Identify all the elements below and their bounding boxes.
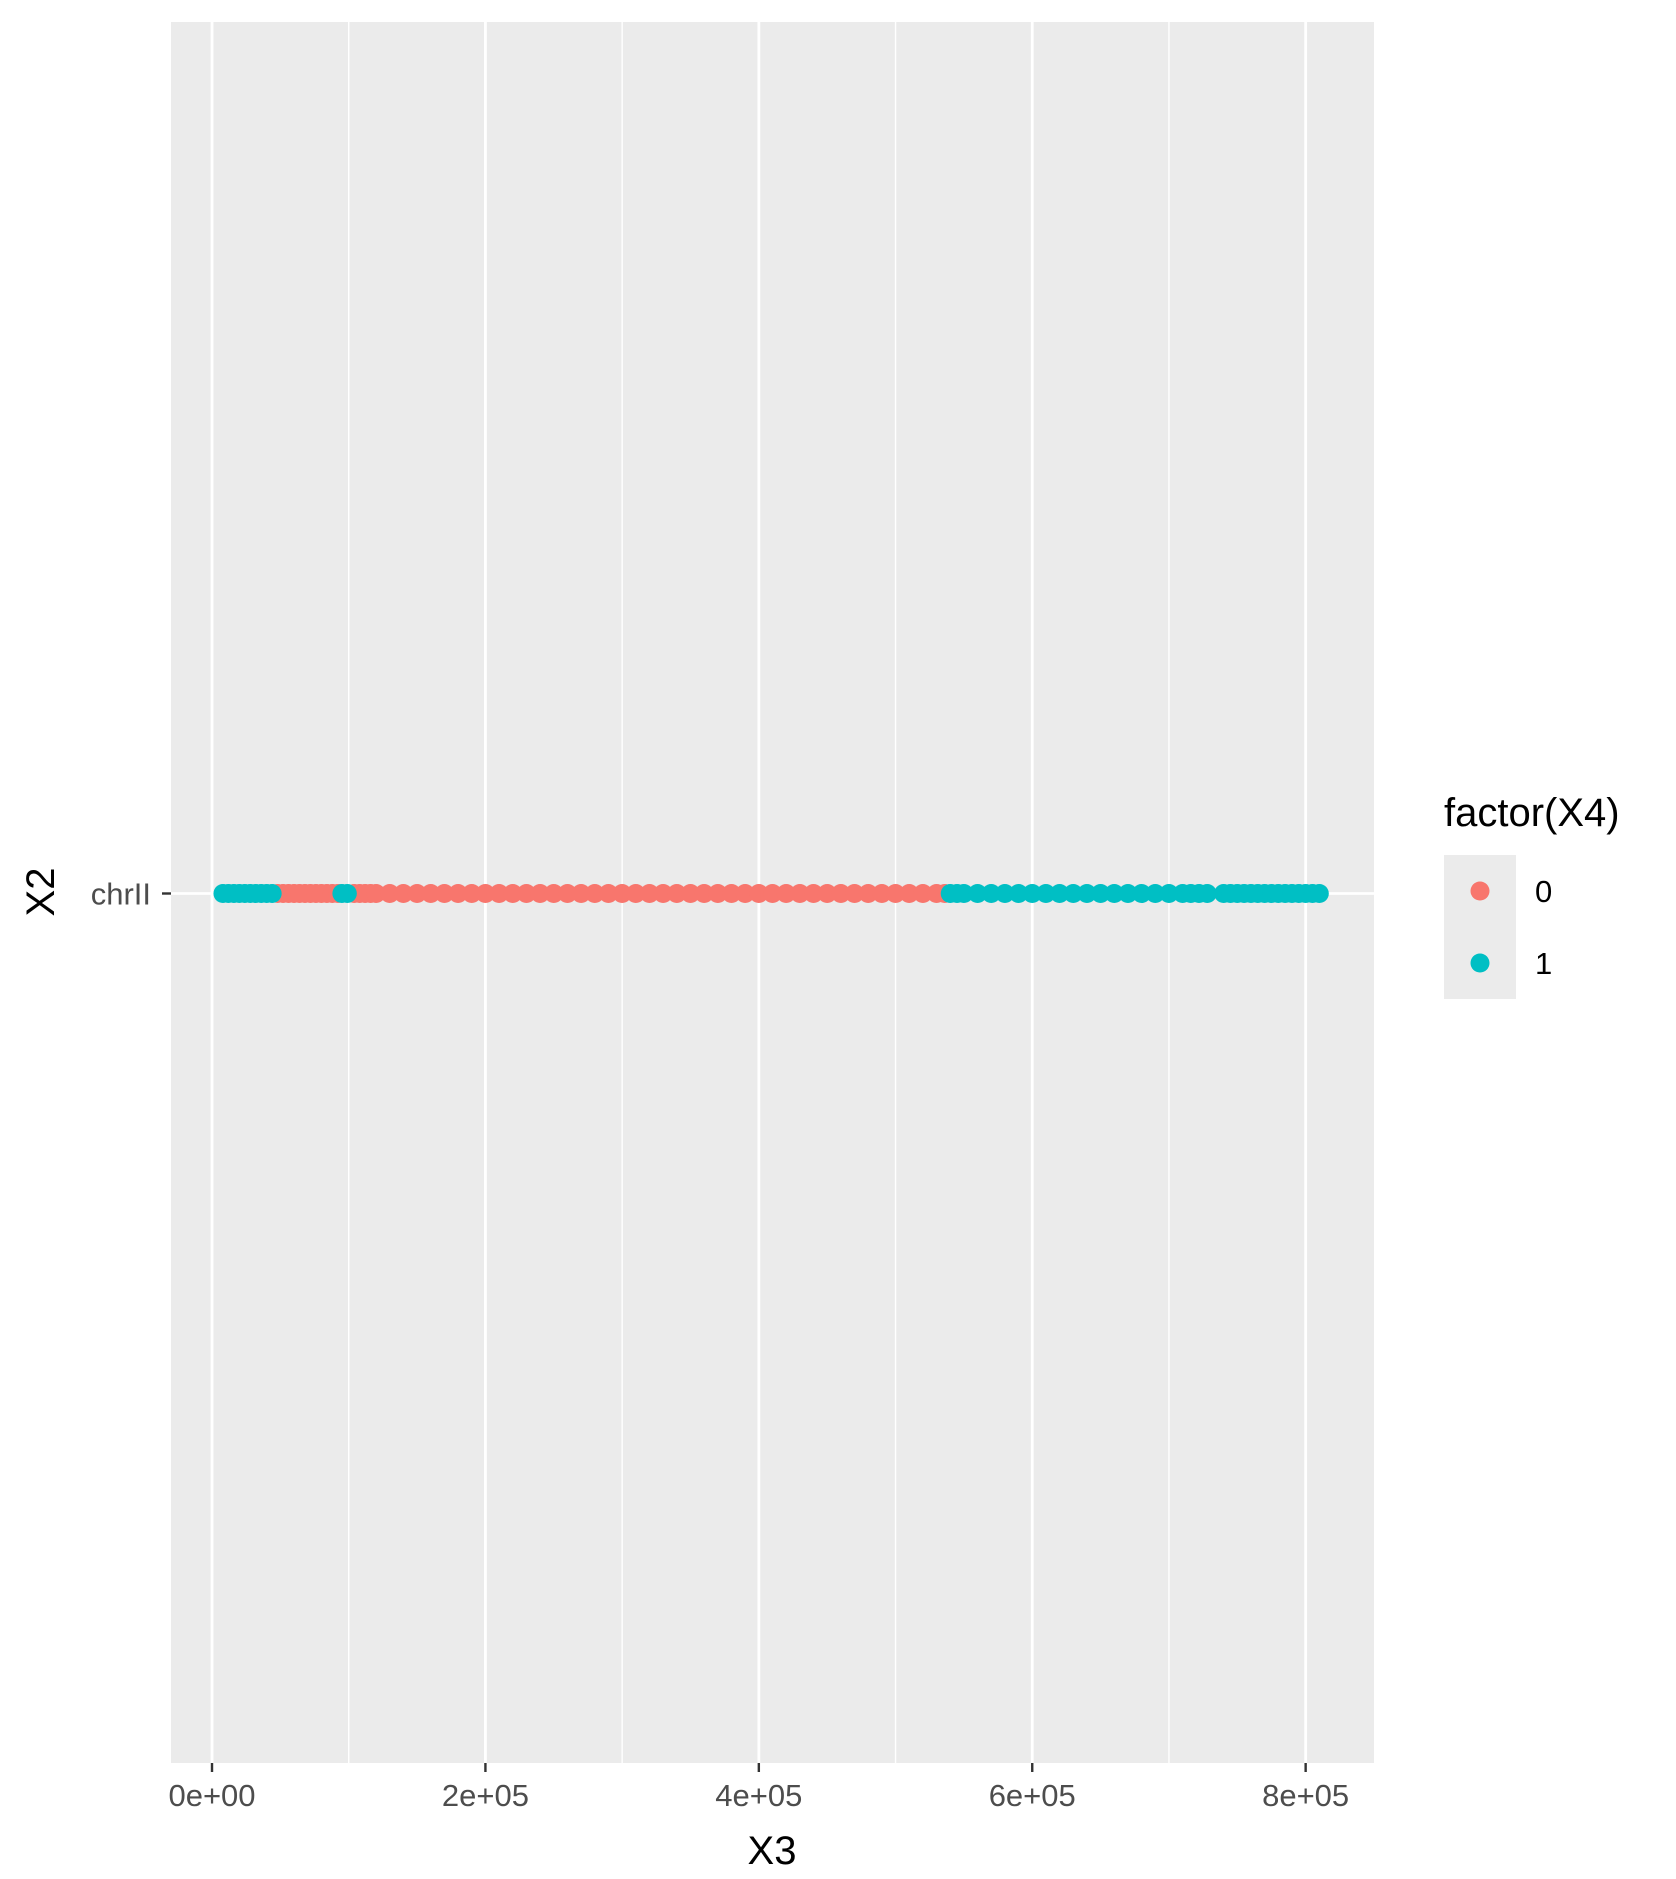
data-point-1 [1050,884,1070,903]
data-point-0 [721,884,741,903]
data-points [213,884,1329,903]
data-point-0 [749,884,769,903]
data-point-0 [763,884,782,903]
x-axis: 0e+00 2e+05 4e+05 6e+05 8e+05 [168,1763,1349,1813]
y-tick-label: chrII [91,877,151,912]
data-point-0 [380,884,400,903]
data-point-1 [1132,884,1152,903]
data-point-0 [503,884,523,903]
data-point-1 [1036,884,1056,903]
data-point-0 [366,884,386,903]
data-point-1 [1009,884,1029,903]
data-point-0 [886,884,906,903]
data-point-0 [557,884,577,903]
data-point-0 [462,884,482,903]
y-axis-title: X2 [19,868,63,917]
x-tick-label: 8e+05 [1262,1778,1349,1813]
x-axis-title: X3 [748,1829,797,1873]
data-point-0 [735,884,755,903]
data-point-0 [804,884,824,903]
data-point-0 [585,884,605,903]
data-point-1 [1159,884,1179,903]
data-point-0 [626,884,646,903]
data-point-1 [981,884,1001,903]
data-point-0 [817,884,837,903]
legend-title: factor(X4) [1444,791,1620,835]
data-point-0 [516,884,536,903]
data-point-0 [544,884,564,903]
data-point-0 [489,884,509,903]
data-point-1 [1022,884,1042,903]
legend-label-1: 1 [1535,946,1552,981]
data-point-0 [653,884,673,903]
y-axis: chrII [91,877,171,912]
x-tick-label: 2e+05 [442,1778,529,1813]
data-point-0 [612,884,632,903]
data-point-1 [262,884,282,903]
legend-key-1 [1470,953,1490,973]
data-point-0 [667,884,687,903]
data-point-1 [995,884,1015,903]
data-point-0 [872,884,892,903]
legend-key-0 [1470,881,1490,901]
data-point-0 [776,884,796,903]
data-point-0 [680,884,700,903]
data-point-0 [598,884,618,903]
legend: factor(X4) 0 1 [1444,791,1620,999]
data-point-0 [421,884,441,903]
data-point-0 [831,884,851,903]
data-point-1 [1197,884,1217,903]
data-point-0 [899,884,919,903]
data-point-0 [858,884,878,903]
data-point-0 [475,884,495,903]
data-point-0 [571,884,591,903]
data-point-0 [407,884,427,903]
data-point-1 [337,884,357,903]
data-point-0 [530,884,550,903]
data-point-1 [1118,884,1138,903]
data-point-1 [1309,884,1329,903]
data-point-1 [1104,884,1124,903]
data-point-0 [639,884,659,903]
data-point-0 [790,884,810,903]
data-point-1 [1063,884,1083,903]
x-tick-label: 0e+00 [168,1778,255,1813]
data-point-0 [448,884,468,903]
data-point-1 [1077,884,1097,903]
data-point-1 [968,884,988,903]
x-tick-label: 4e+05 [715,1778,802,1813]
legend-key-background [1444,855,1516,999]
x-tick-label: 6e+05 [989,1778,1076,1813]
legend-label-0: 0 [1535,874,1552,909]
data-point-0 [845,884,865,903]
data-point-0 [694,884,714,903]
data-point-1 [1145,884,1165,903]
data-point-0 [393,884,413,903]
data-point-1 [954,884,974,903]
data-point-0 [708,884,728,903]
data-point-0 [434,884,454,903]
data-point-0 [913,884,933,903]
data-point-1 [1091,884,1111,903]
